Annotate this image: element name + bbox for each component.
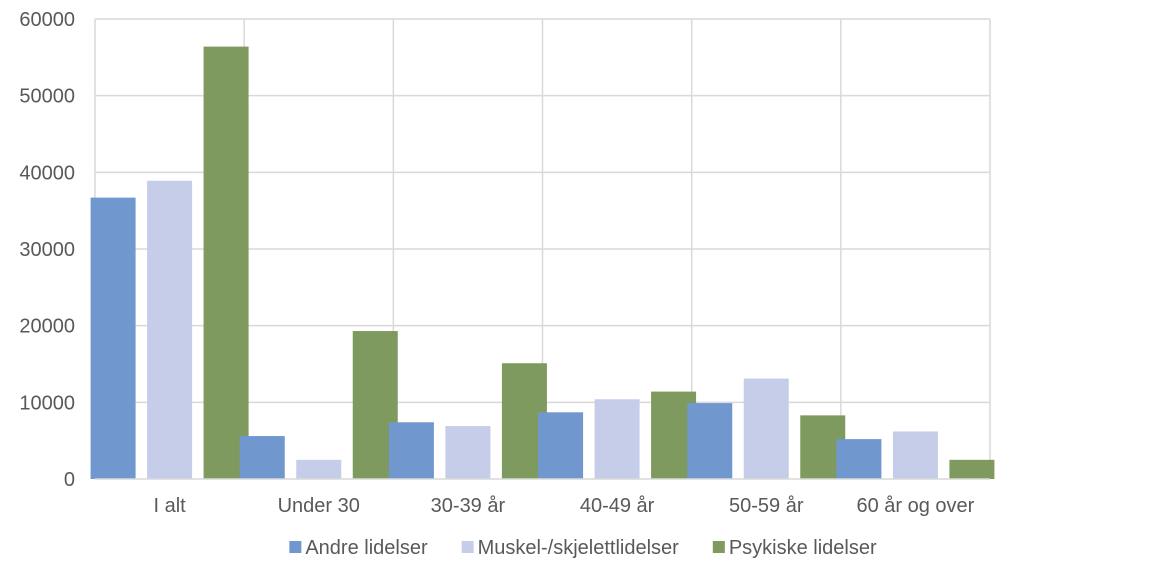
bar-andre-lidelser-0 [90, 197, 136, 479]
bar-muskel-skjelettlidelser-2 [445, 426, 491, 479]
y-tick-label: 20000 [19, 316, 75, 338]
bar-muskel-skjelettlidelser-4 [743, 378, 789, 479]
y-tick-label: 50000 [19, 86, 75, 108]
bar-muskel-skjelettlidelser-5 [892, 431, 938, 479]
legend-label: Psykiske lidelser [729, 537, 877, 559]
bars [90, 46, 995, 479]
axes: 0 10000 20000 30000 40000 50000 60000 I alt Unde… [19, 9, 990, 517]
y-tick-label: 0 [64, 469, 75, 491]
x-tick-label: Under 30 [278, 495, 360, 517]
bar-psykiske-lidelser-0 [203, 46, 249, 479]
y-tick-label: 60000 [19, 9, 75, 31]
legend: Andre lidelser Muskel-/skjelettlidelser Ps… [289, 537, 877, 559]
bar-andre-lidelser-4 [687, 403, 733, 479]
bar-andre-lidelser-1 [239, 436, 285, 479]
legend-item: Psykiske lidelser [712, 537, 877, 559]
legend-label: Andre lidelser [305, 537, 428, 559]
bar-muskel-skjelettlidelser-0 [147, 180, 193, 479]
bar-andre-lidelser-5 [836, 439, 882, 479]
x-tick-label: 60 år og over [856, 495, 974, 517]
legend-swatch [712, 541, 725, 553]
bar-muskel-skjelettlidelser-1 [296, 459, 342, 479]
legend-label: Muskel-/skjelettlidelser [478, 537, 680, 559]
x-tick-label: 30-39 år [431, 495, 506, 517]
y-tick-label: 40000 [19, 162, 75, 184]
y-tick-label: 10000 [19, 392, 75, 414]
legend-swatch [289, 541, 302, 553]
legend-swatch [461, 541, 474, 553]
bar-muskel-skjelettlidelser-3 [594, 399, 640, 479]
y-tick-label: 30000 [19, 239, 75, 261]
x-tick-label: 40-49 år [580, 495, 655, 517]
x-tick-label: I alt [153, 495, 186, 517]
x-tick-label: 50-59 år [729, 495, 804, 517]
bar-psykiske-lidelser-5 [949, 459, 995, 479]
bar-andre-lidelser-2 [388, 422, 434, 479]
bar-andre-lidelser-3 [538, 412, 584, 479]
legend-item: Muskel-/skjelettlidelser [461, 537, 680, 559]
legend-item: Andre lidelser [289, 537, 428, 559]
